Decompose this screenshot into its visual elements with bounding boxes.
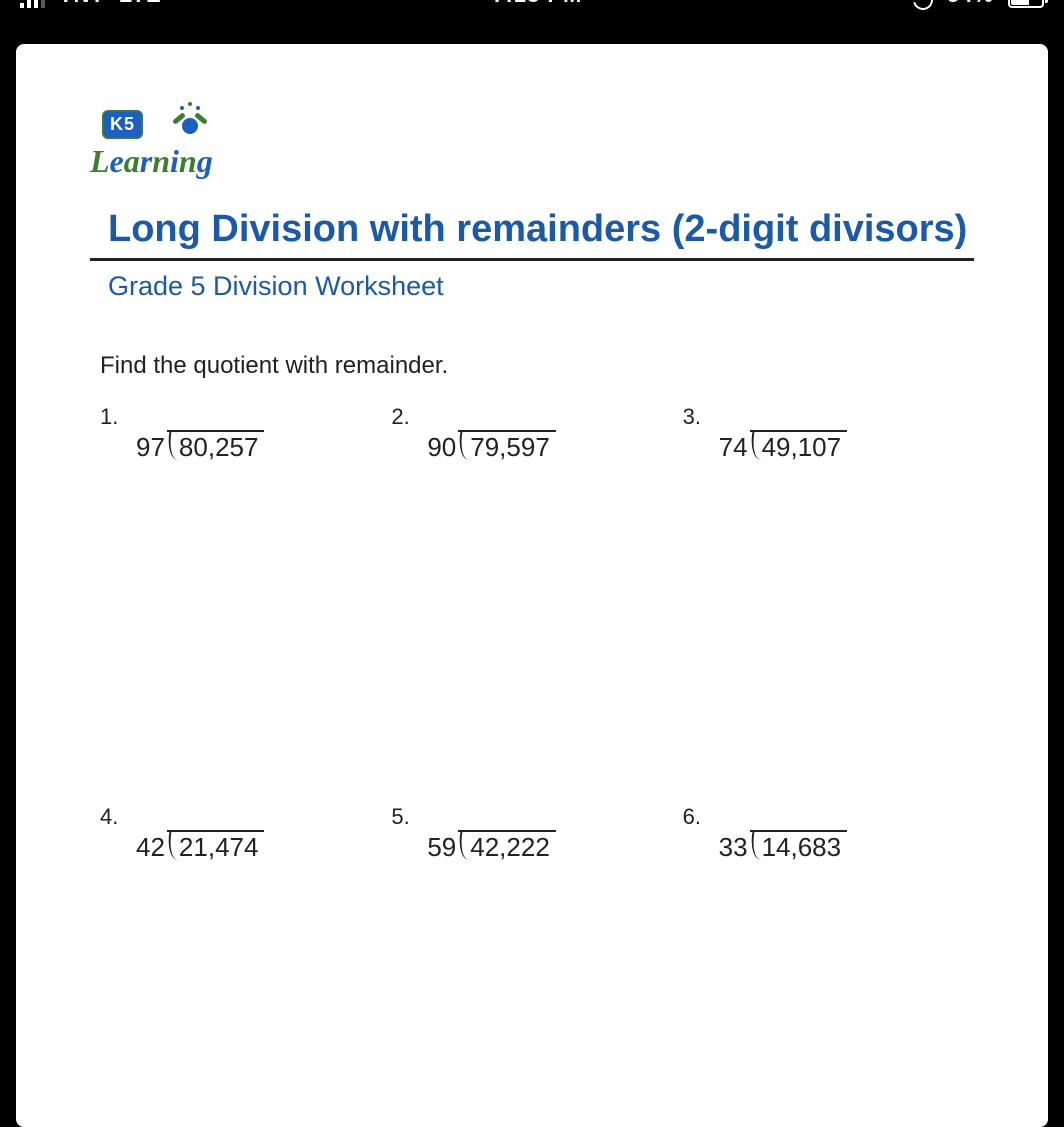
problem-number: 3. bbox=[683, 404, 701, 430]
dividend: 42,222 bbox=[460, 832, 550, 862]
problem-1: 1. 97 80,257 bbox=[100, 404, 391, 804]
problem-2: 2. 90 79,597 bbox=[391, 404, 682, 804]
instruction-text: Find the quotient with remainder. bbox=[100, 352, 974, 380]
divisor: 42 bbox=[136, 832, 169, 862]
brand-logo: K5 Learning bbox=[90, 108, 250, 180]
status-center: 7:18 PM bbox=[492, 0, 582, 10]
long-division: 42 21,474 bbox=[136, 832, 258, 862]
problem-number: 2. bbox=[391, 404, 409, 430]
problem-number: 4. bbox=[100, 804, 118, 830]
dividend: 79,597 bbox=[460, 432, 550, 462]
problem-number: 5. bbox=[391, 804, 409, 830]
sync-icon bbox=[909, 0, 936, 14]
signal-icon bbox=[20, 0, 45, 8]
problem-5: 5. 59 42,222 bbox=[391, 804, 682, 1064]
long-division: 90 79,597 bbox=[427, 432, 549, 462]
long-division: 59 42,222 bbox=[427, 832, 549, 862]
worksheet-title: Long Division with remainders (2-digit d… bbox=[108, 208, 974, 256]
battery-icon bbox=[1008, 0, 1044, 8]
problem-4: 4. 42 21,474 bbox=[100, 804, 391, 1064]
dividend: 49,107 bbox=[752, 432, 842, 462]
problem-3: 3. 74 49,107 bbox=[683, 404, 974, 804]
logo-badge: K5 bbox=[102, 110, 143, 139]
worksheet-subtitle: Grade 5 Division Worksheet bbox=[108, 271, 974, 302]
divisor: 74 bbox=[719, 432, 752, 462]
divisor: 97 bbox=[136, 432, 169, 462]
logo-wordmark: Learning bbox=[90, 143, 213, 180]
long-division: 97 80,257 bbox=[136, 432, 258, 462]
device-status-bar: TNT LTE 7:18 PM 54% bbox=[0, 0, 1064, 24]
status-left: TNT LTE bbox=[20, 0, 162, 16]
title-underline bbox=[90, 258, 974, 261]
problem-number: 6. bbox=[683, 804, 701, 830]
status-right: 54% bbox=[913, 0, 1044, 20]
problems-grid: 1. 97 80,257 2. 90 79,597 3. 74 49,107 4… bbox=[100, 404, 974, 1064]
worksheet-page: K5 Learning Long Division with remainder… bbox=[16, 44, 1048, 1127]
divisor: 90 bbox=[427, 432, 460, 462]
divisor: 59 bbox=[427, 832, 460, 862]
dividend: 21,474 bbox=[169, 832, 259, 862]
problem-6: 6. 33 14,683 bbox=[683, 804, 974, 1064]
dividend: 14,683 bbox=[752, 832, 842, 862]
dividend: 80,257 bbox=[169, 432, 259, 462]
long-division: 33 14,683 bbox=[719, 832, 841, 862]
divisor: 33 bbox=[719, 832, 752, 862]
long-division: 74 49,107 bbox=[719, 432, 841, 462]
problem-number: 1. bbox=[100, 404, 118, 430]
